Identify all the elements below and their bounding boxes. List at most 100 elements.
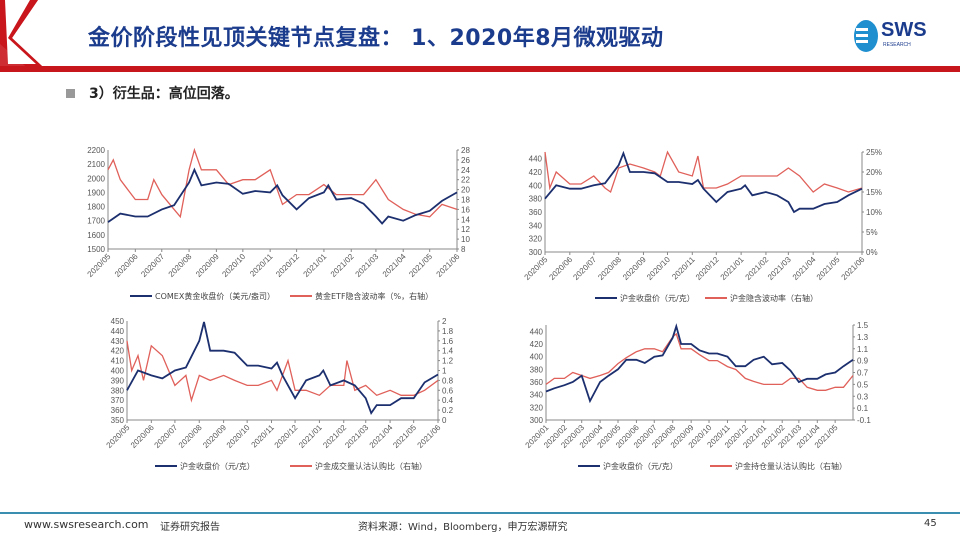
x-tick-label: 2021/05 bbox=[391, 423, 418, 450]
x-tick-label: 2021/03 bbox=[343, 423, 370, 450]
y2-tick-label: 18 bbox=[461, 196, 470, 205]
y2-tick-label: 0.4 bbox=[442, 396, 454, 405]
x-tick-label: 2020/11 bbox=[248, 252, 275, 279]
chart-1: 1500160017001800190020002100220081012141… bbox=[86, 146, 471, 301]
x-tick-label: 2020/10 bbox=[645, 255, 672, 282]
x-tick-label: 2020/06 bbox=[129, 423, 156, 450]
y-tick-label: 1700 bbox=[87, 217, 105, 226]
x-tick-label: 2020/06 bbox=[547, 255, 574, 282]
y-tick-label: 430 bbox=[111, 337, 125, 346]
y-tick-label: 400 bbox=[529, 181, 543, 190]
x-tick-label: 2021/06 bbox=[840, 255, 867, 282]
x-tick-label: 2020/08 bbox=[596, 255, 623, 282]
square-bullet-icon bbox=[66, 88, 75, 98]
y2-tick-label: 0 bbox=[442, 416, 447, 425]
y-tick-label: 360 bbox=[529, 208, 543, 217]
y2-tick-label: 0.8 bbox=[442, 376, 454, 385]
chart-4: 300 320 340 360 380 400 420 440 -0.1 0.1 0.3 0.5 0.7… bbox=[524, 321, 872, 471]
legend-label: 沪金持仓量认沽认购比（右轴） bbox=[735, 461, 847, 471]
y-tick-label: 1500 bbox=[87, 245, 105, 254]
x-tick-label: 2020/07 bbox=[153, 423, 180, 450]
y-tick-label: 440 bbox=[529, 155, 543, 164]
y2-tick-label: 1.6 bbox=[442, 337, 454, 346]
series-line bbox=[126, 340, 439, 403]
legend-label: 沪金收盘价（元/克） bbox=[180, 461, 255, 471]
page-title: 金价阶段性见顶关键节点复盘： 1、2020年8月微观驱动 bbox=[88, 26, 664, 51]
y2-tick-label: 2 bbox=[442, 317, 447, 326]
y2-tick-label: 25% bbox=[866, 148, 882, 157]
legend-label: 沪金隐含波动率（右轴） bbox=[730, 293, 818, 303]
y2-tick-label: 0.2 bbox=[442, 406, 454, 415]
y-tick-label: 300 bbox=[529, 248, 543, 257]
series-line bbox=[126, 321, 439, 416]
y-tick-label: 400 bbox=[530, 353, 544, 362]
x-tick-label: 2021/03 bbox=[766, 255, 793, 282]
sws-logo: SWS RESEARCH bbox=[853, 18, 943, 54]
y2-tick-label: 5% bbox=[866, 228, 878, 237]
series-line bbox=[545, 323, 854, 404]
x-tick-label: 2020/11 bbox=[670, 255, 697, 282]
chart-2: 300 320 340 360 380 400 420 440 0% 5% 10% 15% 20% 25%… bbox=[523, 148, 882, 303]
y-tick-label: 2200 bbox=[87, 146, 105, 155]
y2-tick-label: 24 bbox=[461, 166, 470, 175]
y2-tick-label: 0.6 bbox=[442, 386, 454, 395]
y-tick-label: 440 bbox=[111, 327, 125, 336]
x-tick-label: 2020/09 bbox=[621, 255, 648, 282]
y2-tick-label: 0% bbox=[866, 248, 878, 257]
footer-divider bbox=[0, 512, 960, 514]
y2-tick-label: 1.5 bbox=[857, 321, 869, 330]
y-tick-label: 380 bbox=[111, 386, 125, 395]
y2-tick-label: 15% bbox=[866, 188, 882, 197]
y2-tick-label: 16 bbox=[461, 205, 470, 214]
x-tick-label: 2020/10 bbox=[225, 423, 252, 450]
y2-tick-label: 0.1 bbox=[857, 404, 869, 413]
y-tick-label: 380 bbox=[530, 365, 544, 374]
x-tick-label: 2020/08 bbox=[177, 423, 204, 450]
x-tick-label: 2020/09 bbox=[194, 252, 221, 279]
x-tick-label: 2021/06 bbox=[435, 252, 462, 279]
y-tick-label: 420 bbox=[530, 340, 544, 349]
y-tick-label: 1800 bbox=[87, 203, 105, 212]
legend-label: 沪金收盘价（元/克） bbox=[620, 293, 695, 303]
legend-label: 黄金ETF隐含波动率（%，右轴） bbox=[315, 291, 433, 301]
y-tick-label: 1600 bbox=[87, 231, 105, 240]
y2-tick-label: 0.9 bbox=[857, 357, 869, 366]
y-tick-label: 400 bbox=[111, 367, 125, 376]
series-line bbox=[545, 332, 854, 391]
y-tick-label: 1900 bbox=[87, 188, 105, 197]
y-tick-label: 360 bbox=[530, 378, 544, 387]
x-tick-label: 2021/06 bbox=[416, 423, 443, 450]
y-tick-label: 300 bbox=[530, 416, 544, 425]
y2-tick-label: -0.1 bbox=[857, 416, 871, 425]
y2-tick-label: 10 bbox=[461, 235, 470, 244]
x-tick-label: 2021/04 bbox=[381, 252, 408, 279]
website-link[interactable]: www.swsresearch.com bbox=[24, 518, 149, 531]
y2-tick-label: 8 bbox=[461, 245, 466, 254]
y-tick-label: 350 bbox=[111, 416, 125, 425]
series-line bbox=[107, 147, 458, 219]
y-tick-label: 390 bbox=[111, 376, 125, 385]
y2-tick-label: 0.7 bbox=[857, 369, 869, 378]
x-tick-label: 2021/01 bbox=[302, 252, 329, 279]
legend-label: 沪金成交量认沽认购比（右轴） bbox=[315, 461, 427, 471]
x-tick-label: 2020/05 bbox=[523, 255, 550, 282]
x-tick-label: 2020/05 bbox=[86, 252, 113, 279]
x-tick-label: 2021/03 bbox=[354, 252, 381, 279]
x-tick-label: 2020/12 bbox=[274, 252, 301, 279]
header-banner bbox=[0, 0, 960, 72]
y2-tick-label: 10% bbox=[866, 208, 882, 217]
x-tick-label: 2021/02 bbox=[744, 255, 771, 282]
y-tick-label: 320 bbox=[530, 403, 544, 412]
x-tick-label: 2020/09 bbox=[201, 423, 228, 450]
x-tick-label: 2020/12 bbox=[273, 423, 300, 450]
x-tick-label: 2020/06 bbox=[113, 252, 140, 279]
y-tick-label: 360 bbox=[111, 406, 125, 415]
y-tick-label: 440 bbox=[530, 327, 544, 336]
x-tick-label: 2021/01 bbox=[297, 423, 324, 450]
x-tick-label: 2021/04 bbox=[791, 255, 818, 282]
series-line bbox=[544, 150, 863, 214]
y-tick-label: 370 bbox=[111, 396, 125, 405]
x-tick-label: 2020/07 bbox=[139, 252, 166, 279]
